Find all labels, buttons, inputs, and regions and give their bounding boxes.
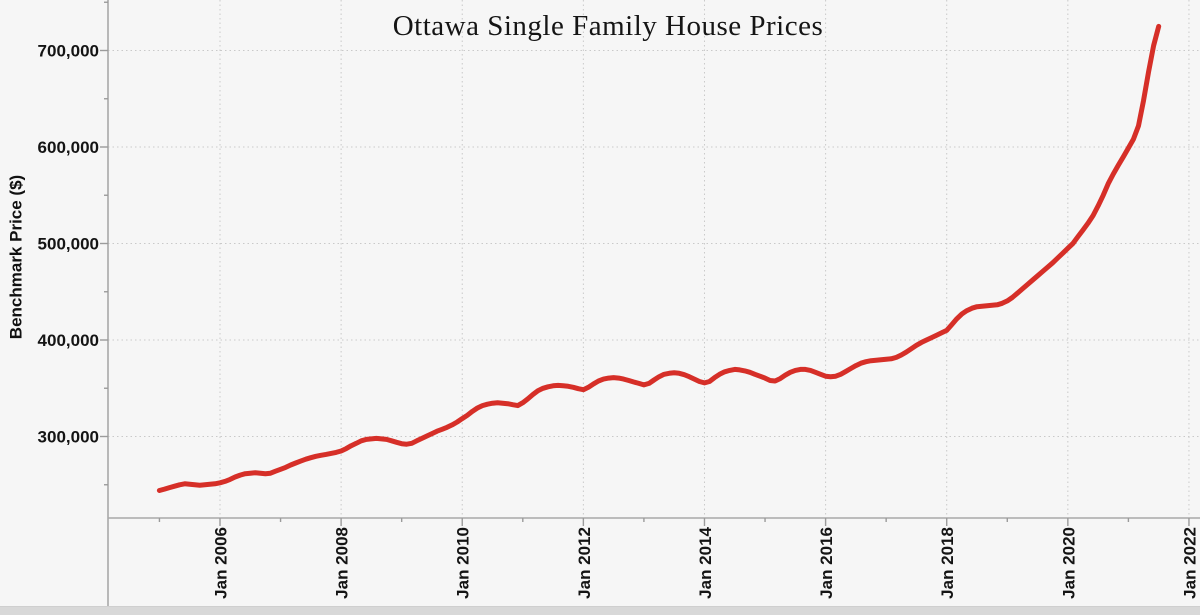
axes	[107, 0, 1200, 606]
chart-title: Ottawa Single Family House Prices	[392, 10, 824, 42]
y-tick-label: 500,000	[38, 235, 99, 254]
x-tick-label: Jan 2016	[817, 527, 836, 599]
gridlines	[108, 0, 1200, 518]
footer-bar	[0, 606, 1200, 615]
tick-marks	[100, 1, 1190, 526]
benchmark-price-line	[156, 23, 1162, 493]
x-tick-label: Jan 2010	[454, 527, 473, 599]
tick-labels: 300,000 400,000 500,000 600,000 700,000 Jan 2…	[38, 42, 1200, 599]
x-tick-label: Jan 2018	[938, 527, 957, 599]
x-tick-label: Jan 2014	[696, 526, 715, 598]
x-tick-label: Jan 2008	[333, 527, 352, 599]
y-tick-label: 600,000	[38, 138, 99, 157]
y-tick-label: 300,000	[38, 428, 99, 447]
y-tick-label: 400,000	[38, 331, 99, 350]
x-tick-label: Jan 2022	[1180, 527, 1199, 599]
x-tick-label: Jan 2020	[1059, 527, 1078, 599]
y-tick-label: 700,000	[38, 42, 99, 61]
x-tick-label: Jan 2012	[575, 527, 594, 599]
y-axis-title: Benchmark Price ($)	[6, 174, 26, 340]
x-tick-label: Jan 2006	[212, 527, 231, 599]
